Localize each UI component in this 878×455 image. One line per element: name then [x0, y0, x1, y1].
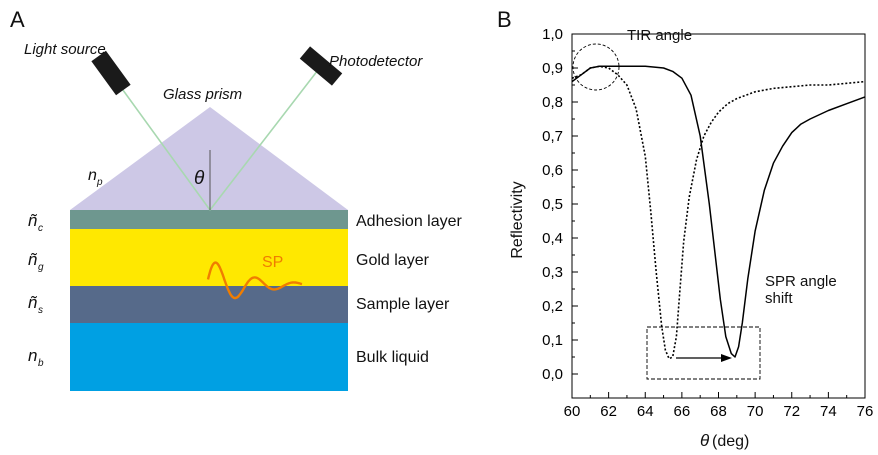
svg-text:ñ: ñ — [28, 250, 38, 269]
svg-text:c: c — [38, 223, 43, 234]
panel-a: A Light source Photodetector Glass prism… — [10, 7, 463, 391]
y-tick-label: 0,8 — [542, 94, 563, 111]
tir-circle — [572, 43, 620, 91]
plot-frame — [571, 33, 866, 399]
incident-beam — [119, 85, 211, 211]
y-axis-label: Reflectivity — [509, 181, 526, 258]
surface-plasmon-wave — [206, 261, 303, 300]
svg-text:θ: θ — [700, 431, 710, 450]
sample-layer-label: Sample layer — [356, 296, 450, 313]
y-tick-label: 0,6 — [542, 162, 563, 179]
svg-text:n: n — [88, 167, 97, 184]
series-line-dotted — [571, 65, 866, 360]
n-b-label: n b — [28, 346, 44, 369]
x-tick-label: 60 — [564, 403, 581, 420]
gold-layer-label: Gold layer — [356, 252, 430, 269]
svg-text:g: g — [38, 262, 44, 273]
x-tick-label: 76 — [857, 403, 874, 420]
svg-text:b: b — [38, 358, 44, 369]
adhesion-layer-label: Adhesion layer — [356, 213, 463, 230]
spr-angle-label: SPR angle — [765, 273, 837, 290]
svg-text:s: s — [38, 305, 43, 316]
theta-symbol: θ — [194, 168, 205, 189]
spr-shift-box — [646, 326, 761, 380]
bulk-liquid — [70, 323, 348, 391]
y-tick-label: 0,0 — [542, 366, 563, 383]
series-group — [571, 65, 866, 360]
sp-label: SP — [262, 254, 283, 271]
y-tick-label: 0,7 — [542, 128, 563, 145]
n-c-label: ñ c — [28, 211, 43, 234]
x-tick-label: 66 — [674, 403, 691, 420]
y-tick-label: 0,2 — [542, 298, 563, 315]
tir-angle-label: TIR angle — [627, 27, 692, 44]
y-tick-label: 1,0 — [542, 26, 563, 43]
svg-text:ñ: ñ — [28, 211, 38, 230]
x-tick-label: 72 — [783, 403, 800, 420]
y-tick-label: 0,5 — [542, 196, 563, 213]
x-tick-label: 62 — [600, 403, 617, 420]
x-tick-label: 64 — [637, 403, 654, 420]
glass-prism — [70, 107, 348, 210]
x-axis: 60 62 64 66 68 70 72 74 76 — [564, 392, 874, 420]
photodetector-icon — [299, 46, 343, 86]
x-tick-label: 74 — [820, 403, 837, 420]
svg-text:p: p — [96, 177, 103, 188]
arrowhead-icon — [721, 354, 732, 362]
photodetector-label: Photodetector — [329, 53, 423, 70]
svg-text:n: n — [28, 346, 37, 365]
glass-prism-label: Glass prism — [163, 86, 242, 103]
svg-text:(deg): (deg) — [712, 433, 749, 450]
y-tick-label: 0,4 — [542, 230, 563, 247]
adhesion-layer — [70, 210, 348, 229]
x-axis-label: θ (deg) — [700, 431, 749, 450]
y-tick-label: 0,3 — [542, 264, 563, 281]
sample-layer — [70, 286, 348, 323]
y-axis: 0,0 0,1 0,2 0,3 0,4 0,5 0,6 0,7 0,8 0,9 1,0 — [542, 26, 578, 383]
y-tick-label: 0,9 — [542, 60, 563, 77]
spr-shift-label: shift — [765, 290, 793, 307]
panel-b-label: B — [497, 7, 512, 32]
n-p-label: n p — [88, 167, 103, 188]
svg-text:ñ: ñ — [28, 293, 38, 312]
x-tick-label: 68 — [710, 403, 727, 420]
light-source-label: Light source — [24, 41, 106, 58]
reflectivity-chart: 60 62 64 66 68 70 72 74 76 0,0 0,1 0,2 0,3 0,4 0,5 0,6… — [542, 26, 873, 420]
series-line-solid — [571, 65, 866, 358]
bulk-liquid-label: Bulk liquid — [356, 349, 429, 366]
panel-b: B 60 62 64 66 68 70 72 74 76 0,00,10,20,30,40,50… — [497, 7, 873, 450]
n-s-label: ñ s — [28, 293, 43, 316]
reflected-beam — [209, 69, 319, 211]
x-tick-label: 70 — [747, 403, 764, 420]
n-g-label: ñ g — [28, 250, 44, 273]
panel-a-label: A — [10, 7, 25, 32]
y-tick-label: 0,1 — [542, 332, 563, 349]
light-source-icon — [91, 50, 131, 96]
